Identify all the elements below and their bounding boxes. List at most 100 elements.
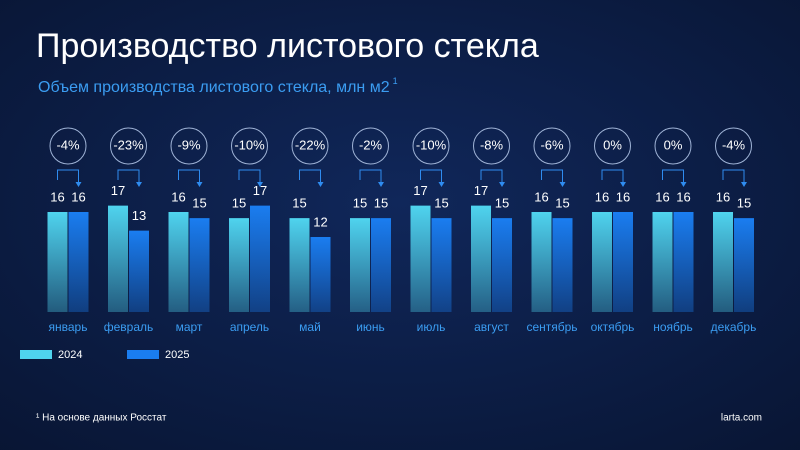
- change-arrow: [601, 169, 624, 185]
- bar-cap: [492, 218, 512, 221]
- x-tick-label: декабрь: [711, 320, 757, 334]
- bar-cap: [613, 212, 633, 214]
- change-circle: [231, 127, 268, 165]
- arrow-head: [378, 182, 384, 187]
- change-label: -4%: [722, 137, 746, 152]
- arrow-head: [317, 182, 324, 187]
- value-label: 16: [50, 189, 64, 204]
- change-circle: [533, 127, 571, 165]
- chart-subtitle: Объем производства листового стекла, млн…: [38, 76, 398, 96]
- x-tick-label: май: [299, 320, 321, 334]
- arrow-head: [559, 182, 566, 187]
- bar: [552, 218, 573, 312]
- change-arrow: [117, 169, 140, 185]
- x-tick-label: март: [176, 320, 203, 334]
- bar: [431, 218, 452, 312]
- bar: [592, 212, 612, 312]
- bar: [189, 218, 210, 312]
- value-label: 17: [413, 183, 427, 198]
- bar: [68, 212, 89, 312]
- source: larta.com: [721, 413, 762, 424]
- bar: [229, 218, 249, 312]
- change-circle: [291, 127, 329, 165]
- bar: [410, 205, 431, 312]
- change-label: -4%: [56, 137, 80, 152]
- legend-label: 2024: [58, 349, 82, 361]
- value-label: 15: [232, 196, 246, 211]
- value-label: 15: [495, 196, 509, 211]
- bar: [471, 205, 491, 312]
- bar-cap: [189, 218, 210, 221]
- arrow-head: [499, 182, 505, 187]
- change-arrow: [480, 169, 503, 185]
- legend-swatch: [127, 350, 159, 359]
- bar-cap: [68, 212, 89, 214]
- arrow-head: [196, 182, 203, 187]
- value-label: 16: [71, 189, 85, 204]
- bar-cap: [108, 205, 128, 208]
- bar-cap: [168, 212, 189, 214]
- change-arrow: [722, 169, 745, 185]
- change-label: -2%: [359, 137, 383, 152]
- value-label: 15: [374, 196, 388, 211]
- bar-cap: [371, 218, 391, 221]
- value-label: 16: [595, 189, 609, 204]
- change-circle: [654, 127, 692, 165]
- value-label: 16: [676, 189, 690, 204]
- arrow-head: [741, 182, 747, 187]
- bar-cap: [471, 205, 491, 208]
- value-label: 15: [353, 196, 367, 211]
- change-arrow: [299, 169, 321, 185]
- value-label: 16: [716, 189, 730, 204]
- bar: [250, 205, 270, 312]
- x-tick-label: январь: [49, 320, 88, 334]
- bar-cap: [713, 212, 733, 214]
- change-label: -6%: [540, 137, 564, 152]
- change-arrow: [662, 169, 684, 185]
- change-circle: [110, 127, 147, 165]
- bar-cap: [673, 212, 694, 214]
- change-arrow: [359, 169, 382, 185]
- value-label: 15: [434, 196, 448, 211]
- bar: [168, 212, 189, 312]
- bar: [129, 230, 149, 312]
- value-label: 13: [132, 208, 146, 223]
- value-label: 17: [474, 183, 488, 198]
- change-arrow: [541, 169, 563, 185]
- arrow-head: [257, 182, 263, 187]
- bar: [108, 205, 128, 312]
- bar-cap: [552, 218, 573, 221]
- change-circle: [715, 127, 752, 165]
- bar: [673, 212, 694, 312]
- value-label: 17: [111, 183, 125, 198]
- x-tick-label: сентябрь: [526, 320, 577, 334]
- value-label: 16: [171, 189, 185, 204]
- change-label: -10%: [416, 137, 447, 152]
- change-arrow: [57, 169, 79, 185]
- bar-cap: [310, 237, 331, 239]
- change-label: -8%: [480, 137, 504, 152]
- change-arrow: [178, 169, 200, 185]
- bar-cap: [410, 205, 431, 208]
- x-tick-label: июль: [417, 320, 446, 334]
- bar: [47, 212, 68, 312]
- bar-cap: [652, 212, 673, 214]
- x-tick-label: июнь: [356, 320, 385, 334]
- bar-cap: [229, 218, 249, 221]
- bar: [310, 237, 331, 312]
- subtitle-note: 1: [393, 76, 398, 86]
- bar-cap: [531, 212, 552, 214]
- bar-cap: [592, 212, 612, 214]
- arrow-head: [438, 182, 445, 187]
- bar: [713, 212, 733, 312]
- change-label: -22%: [295, 137, 326, 152]
- bar-cap: [250, 205, 270, 208]
- x-tick-label: февраль: [104, 320, 154, 334]
- change-circle: [170, 127, 208, 165]
- value-label: 15: [737, 196, 751, 211]
- arrow-head: [75, 182, 82, 187]
- change-label: -23%: [113, 137, 144, 152]
- value-label: 16: [534, 189, 548, 204]
- value-label: 15: [292, 196, 306, 211]
